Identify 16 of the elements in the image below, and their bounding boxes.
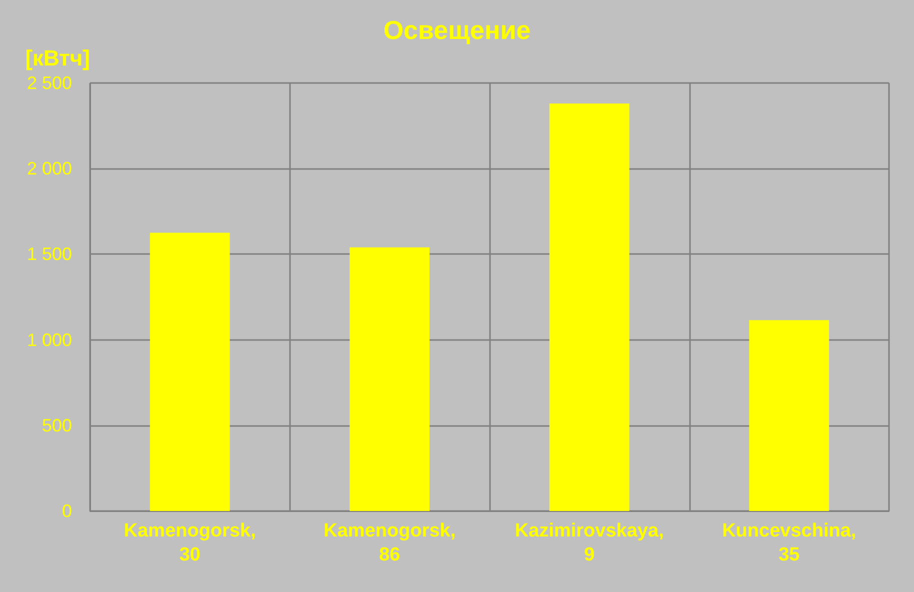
- y-tick-label: 0: [62, 501, 72, 521]
- y-axis-title: [кВтч]: [25, 46, 90, 70]
- x-tick-label: Kamenogorsk, 30: [124, 520, 256, 566]
- y-tick-label: 2 000: [26, 158, 72, 179]
- bar: [749, 320, 830, 511]
- y-tick-label: 2 500: [26, 73, 72, 93]
- bar: [350, 247, 430, 511]
- y-tick-label: 1 500: [26, 244, 72, 264]
- bar: [549, 104, 630, 511]
- bar: [150, 232, 230, 511]
- y-tick-label: 1 000: [26, 330, 72, 350]
- x-tick-label: Kamenogorsk, 86: [324, 520, 456, 566]
- x-tick-label: Kuncevschina, 35: [722, 520, 856, 566]
- chart-title: Освещение: [383, 15, 531, 45]
- x-tick-label: Kazimirovskaya, 9: [514, 520, 664, 566]
- y-tick-label: 500: [42, 415, 72, 436]
